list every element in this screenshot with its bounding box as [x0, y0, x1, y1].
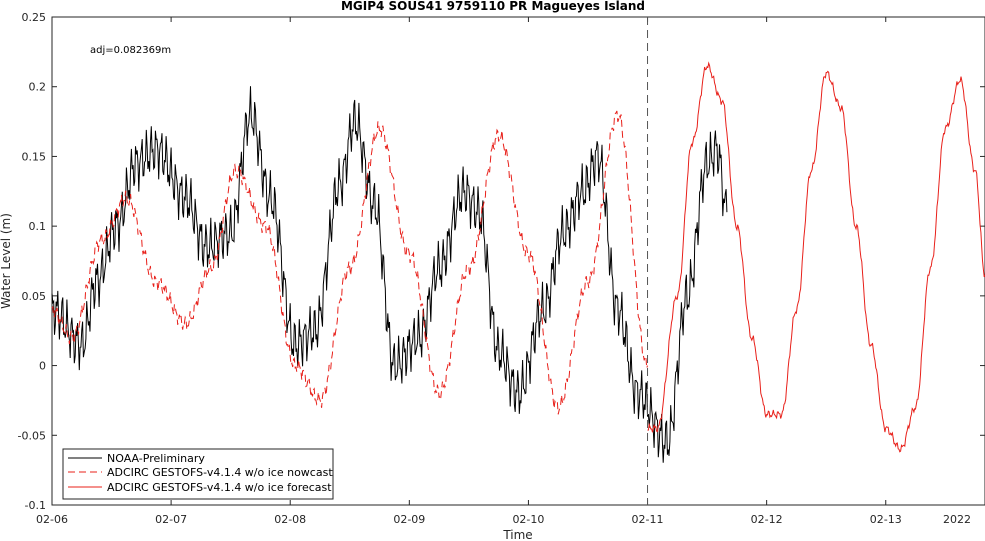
series-nowcast-line	[51, 110, 648, 415]
y-tick-label: -0.05	[18, 429, 46, 442]
legend: NOAA-Preliminary ADCIRC GESTOFS-v4.1.4 w…	[62, 448, 334, 500]
adjustment-annotation: adj=0.082369m	[90, 45, 171, 56]
x-tick-label: 02-11	[632, 513, 664, 526]
x-tick-label: 02-06	[36, 513, 68, 526]
y-axis-title: Water Level (m)	[0, 213, 13, 309]
x-tick-label: 02-07	[155, 513, 187, 526]
x-tick-label: 02-13	[870, 513, 902, 526]
x-tick-label: 02-08	[274, 513, 306, 526]
y-tick-label: 0.1	[29, 220, 47, 233]
legend-box	[62, 448, 334, 500]
series-layer	[51, 61, 985, 463]
axis-ticks: -0.1 -0.05 0 0.05 0.1 0.15 0.2 0.25 02-06 02-07 02…	[18, 11, 985, 526]
legend-label-noaa: NOAA-Preliminary	[107, 452, 205, 465]
chart-title: MGIP4 SOUS41 9759110 PR Magueyes Island	[341, 0, 645, 13]
legend-label-forecast: ADCIRC GESTOFS-v4.1.4 w/o ice forecast	[107, 481, 332, 494]
plot-area	[51, 16, 985, 506]
y-tick-label: 0	[39, 360, 46, 373]
x-tick-label: 02-12	[751, 513, 783, 526]
x-axis-title: Time	[502, 528, 532, 541]
y-tick-label: -0.1	[25, 499, 46, 512]
y-tick-label: 0.2	[29, 81, 47, 94]
legend-label-nowcast: ADCIRC GESTOFS-v4.1.4 w/o ice nowcast	[107, 466, 333, 479]
x-year-label: 2022	[943, 513, 971, 526]
x-tick-label: 02-10	[512, 513, 544, 526]
series-noaa-preliminary-line	[51, 86, 728, 463]
y-tick-label: 0.25	[22, 11, 47, 24]
series-forecast-line	[647, 61, 985, 453]
y-tick-label: 0.05	[22, 290, 47, 303]
y-tick-label: 0.15	[22, 150, 47, 163]
x-tick-label: 02-09	[393, 513, 425, 526]
